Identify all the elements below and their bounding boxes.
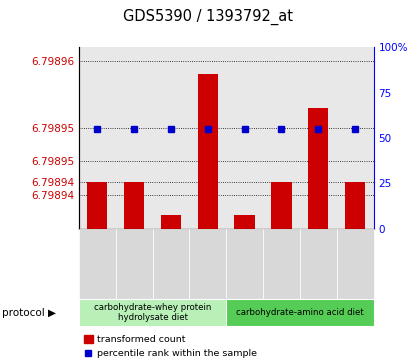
Legend: transformed count, percentile rank within the sample: transformed count, percentile rank withi…	[83, 335, 257, 358]
Bar	[161, 215, 181, 229]
Bar	[308, 108, 328, 229]
Bar	[345, 182, 365, 229]
Bar	[198, 74, 218, 229]
Text: GDS5390 / 1393792_at: GDS5390 / 1393792_at	[122, 9, 293, 25]
Text: carbohydrate-amino acid diet: carbohydrate-amino acid diet	[236, 308, 364, 317]
Text: carbohydrate-whey protein
hydrolysate diet: carbohydrate-whey protein hydrolysate di…	[94, 303, 211, 322]
Bar	[124, 182, 144, 229]
Bar	[234, 215, 255, 229]
Bar	[271, 182, 292, 229]
Text: protocol ▶: protocol ▶	[2, 307, 56, 318]
Bar	[87, 182, 107, 229]
